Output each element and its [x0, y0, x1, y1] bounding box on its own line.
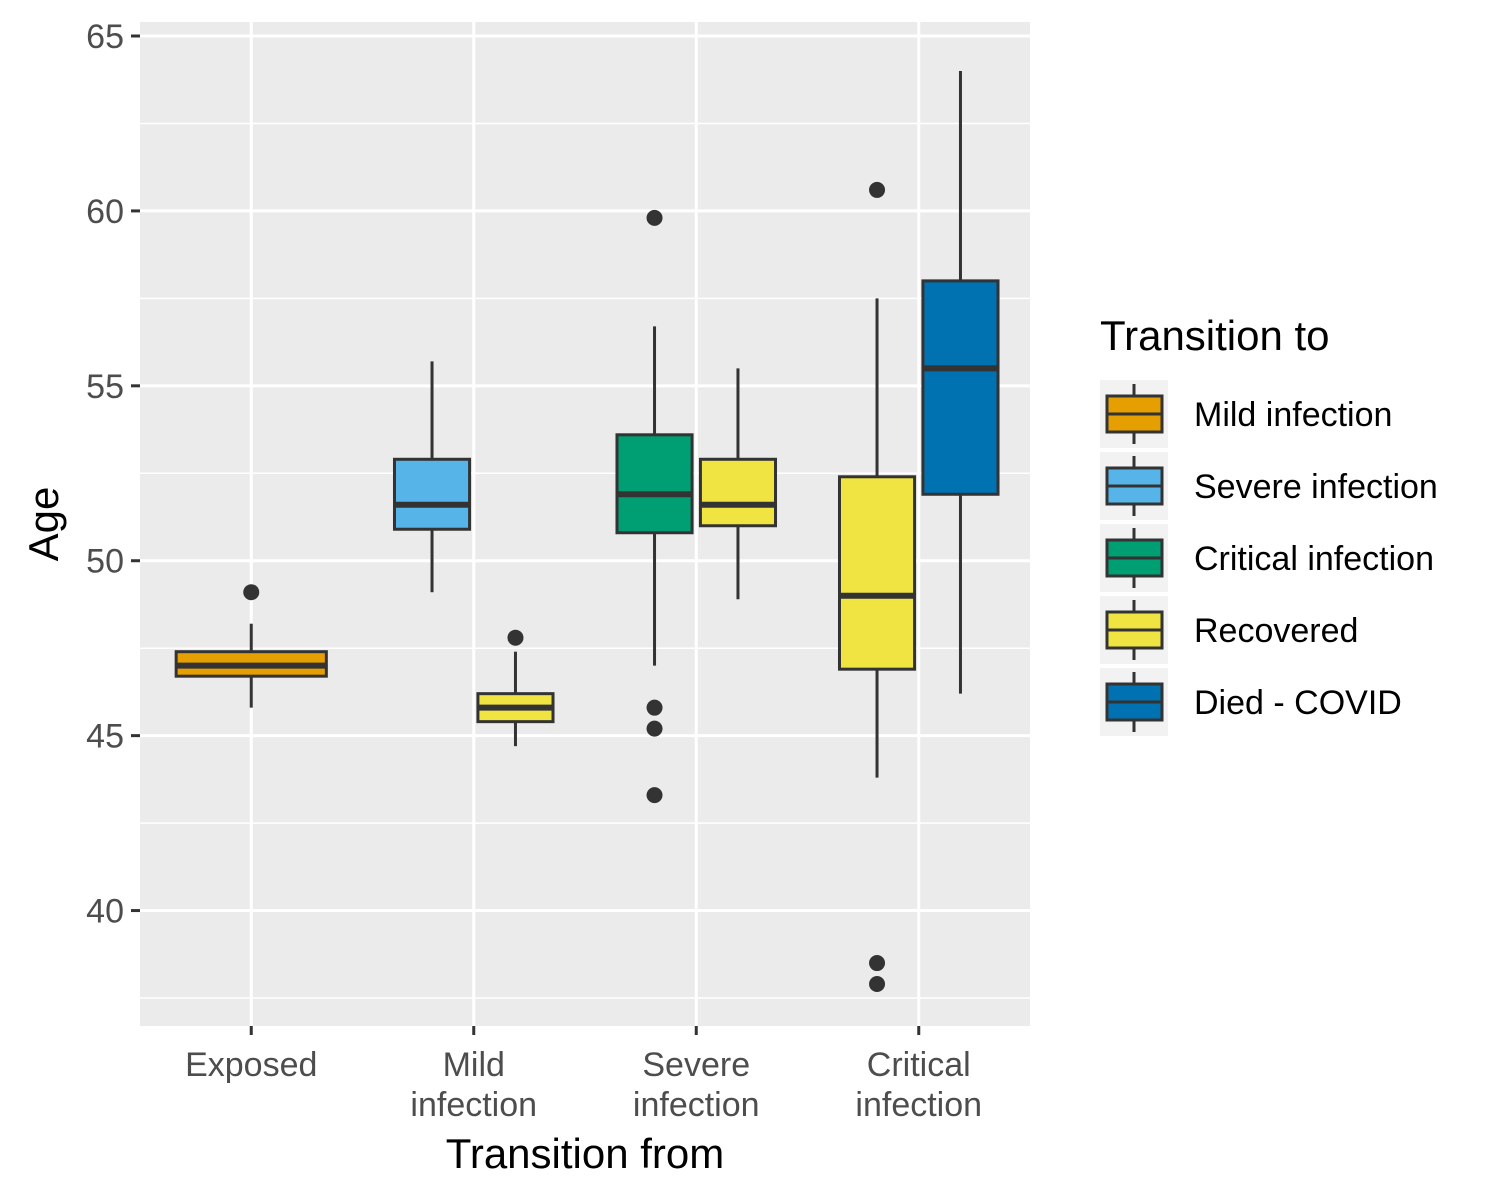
- legend-item: Died - COVID: [1100, 668, 1402, 736]
- iqr-box: [698, 457, 778, 528]
- y-axis-title: Age: [20, 487, 67, 562]
- legend-item: Critical infection: [1100, 524, 1434, 592]
- y-tick-label: 65: [86, 18, 124, 56]
- legend-items: Mild infection Severe infection Critical i…: [1100, 380, 1438, 736]
- outlier-point: [507, 629, 524, 646]
- outlier-point: [243, 584, 260, 601]
- outlier-point: [646, 209, 663, 226]
- y-tick-label: 50: [86, 543, 124, 581]
- box-recovered: [837, 181, 917, 993]
- major-gridlines: [140, 22, 1030, 1026]
- legend-item: Mild infection: [1100, 380, 1392, 448]
- x-tick-label: Critical infection: [855, 1046, 982, 1124]
- legend-item: Recovered: [1100, 596, 1358, 664]
- outlier-point: [646, 699, 663, 716]
- x-tick-label: Mild infection: [410, 1046, 537, 1124]
- legend: Transition to Mild infection Severe infec…: [1100, 312, 1438, 736]
- box-critical-infection: [615, 209, 694, 804]
- y-tick-label: 45: [86, 718, 124, 756]
- box-mild-infection: [174, 584, 328, 708]
- legend-item: Severe infection: [1100, 452, 1438, 520]
- minor-gridlines: [140, 122, 1030, 999]
- outlier-point: [646, 787, 663, 804]
- legend-label: Critical infection: [1194, 540, 1434, 578]
- outlier-point: [646, 720, 663, 737]
- y-tick-label: 60: [86, 193, 124, 231]
- legend-label: Severe infection: [1194, 468, 1438, 506]
- x-tick-label: Severe infection: [633, 1046, 760, 1124]
- legend-title: Transition to: [1100, 312, 1330, 359]
- legend-label: Mild infection: [1194, 396, 1392, 434]
- x-axis-title: Transition from: [446, 1130, 725, 1177]
- boxes: [174, 70, 1000, 993]
- iqr-box: [615, 433, 694, 535]
- outlier-point: [869, 955, 886, 972]
- box-recovered: [698, 368, 778, 600]
- iqr-box: [837, 475, 917, 671]
- legend-label: Died - COVID: [1194, 684, 1402, 722]
- iqr-box: [392, 457, 472, 531]
- x-tick-label: Exposed: [185, 1046, 317, 1084]
- y-tick-label: 55: [86, 368, 124, 406]
- iqr-box: [921, 279, 1000, 496]
- outlier-point: [869, 976, 886, 993]
- legend-label: Recovered: [1194, 612, 1358, 650]
- x-axis: Exposed Mild infection Severe infection Criti…: [185, 1026, 982, 1124]
- box-severe-infection: [392, 361, 472, 593]
- outlier-point: [869, 181, 886, 198]
- box-died-covid: [921, 70, 1000, 694]
- y-tick-label: 40: [86, 893, 124, 931]
- box-recovered: [476, 629, 555, 747]
- y-axis: 40 45 50 55 60 65: [86, 18, 140, 931]
